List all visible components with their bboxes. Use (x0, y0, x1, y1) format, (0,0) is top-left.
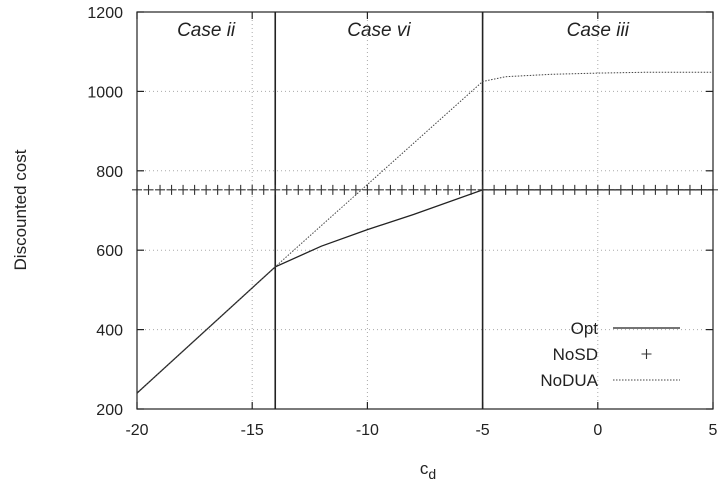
series-nodua-line (136, 71, 713, 394)
series-opt-line (136, 189, 713, 394)
legend: Opt NoSD NoDUA (540, 319, 680, 390)
nosd-marker (500, 184, 511, 195)
y-axis-label: Discounted cost (11, 149, 30, 270)
nosd-marker (155, 184, 166, 195)
series-layer (132, 71, 718, 394)
nosd-marker (650, 184, 661, 195)
nosd-marker (592, 184, 603, 195)
y-tick-label: 1000 (87, 84, 123, 101)
nosd-marker (201, 184, 212, 195)
nosd-marker (569, 184, 580, 195)
nosd-marker (189, 184, 200, 195)
nosd-marker (247, 184, 258, 195)
x-tick-label: 0 (593, 422, 602, 439)
x-axis-label-main: c (420, 459, 429, 478)
case-labels: Case ii Case vi Case iii (177, 20, 630, 41)
x-axis-label: cd (420, 459, 436, 482)
nosd-marker (627, 184, 638, 195)
nosd-marker (304, 184, 315, 195)
nosd-marker (166, 184, 177, 195)
nosd-marker (212, 184, 223, 195)
x-tick-label: -5 (475, 422, 489, 439)
case-label: Case iii (567, 20, 630, 41)
legend-label: NoDUA (540, 371, 598, 390)
nosd-marker (615, 184, 626, 195)
nosd-marker (339, 184, 350, 195)
legend-label: Opt (571, 319, 599, 338)
nosd-marker (512, 184, 523, 195)
nosd-marker (489, 184, 500, 195)
nosd-marker (604, 184, 615, 195)
nosd-marker (696, 184, 707, 195)
nosd-marker (396, 184, 407, 195)
nosd-marker (178, 184, 189, 195)
nosd-marker (673, 184, 684, 195)
nosd-marker (293, 184, 304, 195)
plot-frame (136, 11, 714, 410)
case-label: Case vi (347, 20, 411, 41)
nosd-marker (281, 184, 292, 195)
nosd-marker (466, 184, 477, 195)
legend-sample-nosd (641, 349, 652, 359)
y-tick-label: 800 (96, 164, 123, 181)
grid-lines (137, 12, 713, 409)
nosd-marker (385, 184, 396, 195)
x-tick-label: -15 (241, 422, 264, 439)
nosd-marker (638, 184, 649, 195)
nosd-marker (327, 184, 338, 195)
nosd-marker (362, 184, 373, 195)
nosd-marker (454, 184, 465, 195)
case-label: Case ii (177, 20, 236, 41)
axis-ticks: -20 -15 -10 -5 0 5 200 400 600 800 1000 1200 (87, 5, 717, 439)
nosd-marker (477, 184, 488, 195)
nosd-marker (420, 184, 430, 195)
nosd-marker (224, 184, 235, 195)
x-tick-label: -10 (356, 422, 379, 439)
y-tick-label: 400 (96, 323, 123, 340)
nosd-marker (235, 184, 246, 195)
nosd-marker (535, 184, 546, 195)
nosd-marker (350, 184, 361, 195)
nosd-marker (408, 184, 419, 195)
nosd-marker (431, 184, 442, 195)
nosd-marker (558, 184, 569, 195)
nosd-marker (443, 184, 454, 195)
y-tick-label: 1200 (87, 5, 123, 22)
y-tick-label: 200 (96, 402, 123, 419)
case-divider-lines (274, 12, 484, 409)
nosd-marker (581, 184, 592, 195)
nosd-marker (546, 184, 557, 195)
x-tick-label: -20 (125, 422, 148, 439)
y-tick-label: 600 (96, 243, 123, 260)
nosd-marker (316, 184, 327, 195)
x-axis-label-subscript: d (428, 466, 436, 482)
nosd-marker (270, 184, 281, 195)
nosd-marker (684, 184, 695, 195)
nosd-marker (661, 184, 672, 195)
legend-label: NoSD (553, 345, 598, 364)
nosd-marker (143, 184, 154, 195)
series-nosd (132, 184, 718, 195)
nosd-marker (523, 184, 534, 195)
x-tick-label: 5 (709, 422, 718, 439)
nosd-marker (258, 184, 269, 195)
nosd-marker (373, 184, 384, 195)
